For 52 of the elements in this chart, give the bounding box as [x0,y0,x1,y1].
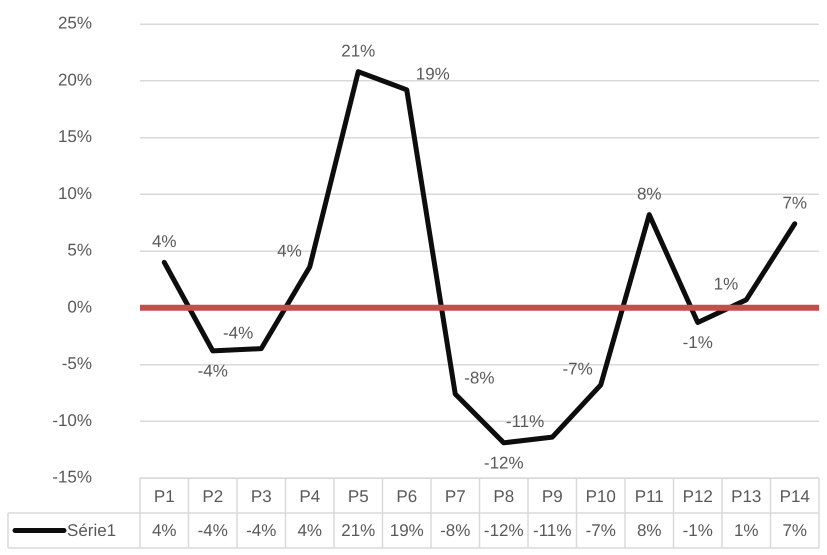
x-tick-label: P4 [299,486,320,506]
text: -8% [464,368,494,388]
x-tick-label: P13 [731,486,762,506]
x-tick-label: P5 [348,486,369,506]
text: -12% [484,454,524,473]
data-label: 1% [734,521,759,540]
text: 19% [416,64,450,84]
data-label: -8% [440,521,470,540]
text: 1% [714,274,738,294]
x-tick-label: P3 [250,486,272,506]
x-tick-label: P12 [682,486,713,506]
y-tick-label: 5% [67,240,92,260]
text: 21% [341,41,376,60]
x-tick-label: P10 [586,486,616,506]
x-tick-label: P6 [396,486,418,506]
data-label: 4% [297,521,322,540]
legend-label: Série1 [67,521,116,540]
text: -11% [506,412,544,431]
text: 4% [277,242,302,261]
y-tick-label: 0% [67,297,92,316]
y-tick-label: 10% [58,184,92,203]
text: -4% [223,323,254,342]
x-tick-label: P1 [154,486,175,506]
x-tick-label: P8 [493,486,514,506]
text: -1% [682,333,713,352]
x-tick-label: P11 [634,486,664,506]
data-label: -1% [682,521,713,540]
text: -7% [562,360,593,379]
data-label: -7% [586,521,616,540]
data-label: -12% [484,521,524,540]
x-tick-label: P2 [202,486,224,506]
y-tick-label: -10% [52,410,92,430]
x-tick-label: P7 [444,486,466,506]
data-label: 19% [390,521,424,540]
text: 4% [152,232,177,252]
data-label: -4% [198,521,228,540]
data-label: 4% [152,521,177,540]
y-tick-label: 20% [58,70,92,90]
text: -4% [198,362,228,381]
y-tick-label: -15% [52,468,92,487]
y-tick-label: 25% [58,14,92,33]
data-label: 8% [636,521,662,540]
x-tick-label: P14 [780,486,810,506]
text: 8% [636,184,662,204]
data-label: 21% [341,521,376,540]
y-tick-label: -5% [62,354,92,374]
x-tick-label: P9 [542,486,563,506]
data-label: -11% [533,521,572,540]
y-tick-label: 15% [58,127,92,146]
data-label: -4% [246,521,276,540]
text: 7% [782,193,808,212]
data-label: 7% [782,521,808,540]
